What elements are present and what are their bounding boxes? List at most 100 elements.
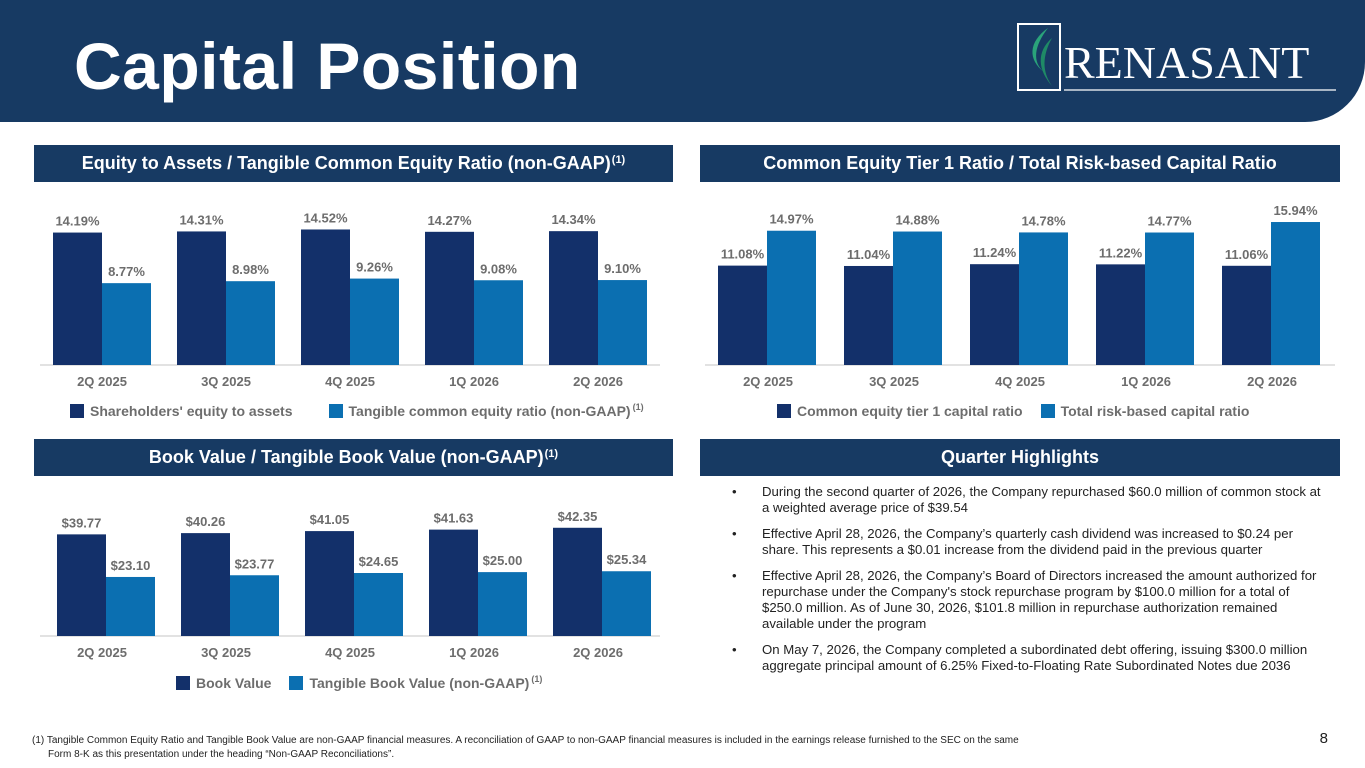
page-title: Capital Position [74,29,581,103]
panel-header-book: Book Value / Tangible Book Value (non-GA… [34,439,673,476]
bullet-marker: • [732,642,737,657]
x-tick-label: 2Q 2026 [1247,374,1297,389]
x-tick-label: 2Q 2026 [573,645,623,660]
footnote-line-2: Form 8-K as this presentation under the … [48,749,395,760]
equity-ratio-chart: 14.19% 8.77% 2Q 2025 14.31% 8.98% 3Q 2025 14.5… [40,210,660,389]
data-label: $40.26 [186,514,226,529]
bar-primary [844,265,893,365]
legend-item-equity-to-assets: Shareholders' equity to assets [70,403,293,419]
data-label: 8.98% [232,262,269,277]
x-tick-label: 1Q 2026 [449,645,499,660]
data-label: 14.34% [551,212,596,227]
capital-ratio-chart: 11.08% 14.97% 2Q 2025 11.04% 14.88% 3Q 2025 11… [705,203,1335,389]
data-label: 9.08% [480,261,517,276]
data-label: $41.63 [434,511,474,526]
legend-item-tangible-book-value: Tangible Book Value (non-GAAP) (1) [289,674,542,691]
panel-footnote-ref-book: (1) [544,447,559,460]
bar-primary [53,232,102,365]
data-label: 11.08% [721,247,765,262]
highlight-item: • Effective April 28, 2026, the Company’s… [732,526,1293,557]
data-label: $41.05 [310,512,350,527]
bar-secondary [478,572,527,636]
bar-secondary [354,573,403,636]
bar-primary [177,231,226,365]
highlight-item: • Effective April 28, 2026, the Company’s… [732,568,1317,631]
data-label: 9.10% [604,261,641,276]
footnote-line-1: (1) Tangible Common Equity Ratio and Tan… [32,735,1019,746]
bar-primary [57,534,106,636]
bar-secondary [230,575,279,636]
bar-primary [301,229,350,365]
bullet-marker: • [732,484,737,499]
panel-header-cet1: Common Equity Tier 1 Ratio / Total Risk-… [700,145,1340,182]
legend-item-cet1: Common equity tier 1 capital ratio [777,403,1023,419]
bar-primary [1096,264,1145,365]
bar-primary [305,531,354,636]
data-label: 14.31% [179,212,224,227]
data-label: 11.22% [1099,245,1143,260]
legend-item-total-risk-based: Total risk-based capital ratio [1040,403,1249,419]
x-tick-label: 3Q 2025 [201,374,251,389]
x-tick-label: 4Q 2025 [325,374,375,389]
panel-title-book: Book Value / Tangible Book Value (non-GA… [148,447,544,467]
data-label: 14.27% [427,213,472,228]
x-tick-label: 4Q 2025 [995,374,1045,389]
data-label: 8.77% [108,264,145,279]
bar-primary [425,231,474,365]
data-label: 14.19% [55,214,100,229]
bar-secondary [106,576,155,636]
data-label: 15.94% [1273,203,1318,218]
data-label: 14.77% [1147,214,1192,229]
bar-secondary [602,571,651,636]
data-label: 11.24% [973,245,1017,260]
bar-secondary [226,281,275,365]
data-label: 9.26% [356,260,393,275]
logo-text: RENASANT [1064,37,1309,88]
bar-secondary [1271,222,1320,365]
panel-header-equity: Equity to Assets / Tangible Common Equit… [34,145,673,182]
x-tick-label: 2Q 2025 [77,645,127,660]
legend-equity: Shareholders' equity to assets Tangible … [70,402,644,419]
bar-primary [553,527,602,636]
x-tick-label: 4Q 2025 [325,645,375,660]
x-tick-label: 2Q 2025 [743,374,793,389]
bar-primary [970,264,1019,365]
page-number: 8 [1319,730,1328,747]
x-tick-label: 3Q 2025 [201,645,251,660]
legend-item-book-value: Book Value [176,675,271,691]
panel-title-equity: Equity to Assets / Tangible Common Equit… [81,153,611,173]
bar-secondary [598,280,647,365]
bar-primary [181,533,230,636]
bar-secondary [1145,232,1194,365]
bullet-marker: • [732,568,737,583]
x-tick-label: 3Q 2025 [869,374,919,389]
highlight-item: • During the second quarter of 2026, the … [732,484,1321,515]
x-tick-label: 2Q 2026 [573,374,623,389]
bar-secondary [474,280,523,365]
data-label: 11.06% [1225,247,1269,262]
data-label: 11.04% [847,247,891,262]
x-tick-label: 1Q 2026 [449,374,499,389]
bar-primary [1222,265,1271,365]
bar-secondary [102,283,151,365]
x-tick-label: 2Q 2025 [77,374,127,389]
panel-title-highlights: Quarter Highlights [940,447,1099,467]
data-label: 14.52% [303,210,348,225]
panel-footnote-ref-equity: (1) [611,153,626,166]
header-band: Capital Position RENASANT [0,0,1365,122]
panel-header-highlights: Quarter Highlights [700,439,1340,476]
bar-secondary [1019,232,1068,365]
data-label: $25.34 [607,552,648,567]
data-label: 14.78% [1021,213,1066,228]
bar-primary [549,231,598,365]
bar-secondary [767,230,816,365]
x-tick-label: 1Q 2026 [1121,374,1171,389]
legend-item-tangible-common-equity: Tangible common equity ratio (non-GAAP)(… [328,402,644,419]
legend-cet1: Common equity tier 1 capital ratio Total… [777,403,1249,419]
data-label: 14.88% [895,213,940,228]
highlights-list: • During the second quarter of 2026, the … [732,484,1324,684]
bar-secondary [350,278,399,365]
footnote: (1) Tangible Common Equity Ratio and Tan… [32,734,1172,762]
highlight-item: • On May 7, 2026, the Company completed a… [732,642,1308,673]
data-label: $24.65 [359,554,399,569]
